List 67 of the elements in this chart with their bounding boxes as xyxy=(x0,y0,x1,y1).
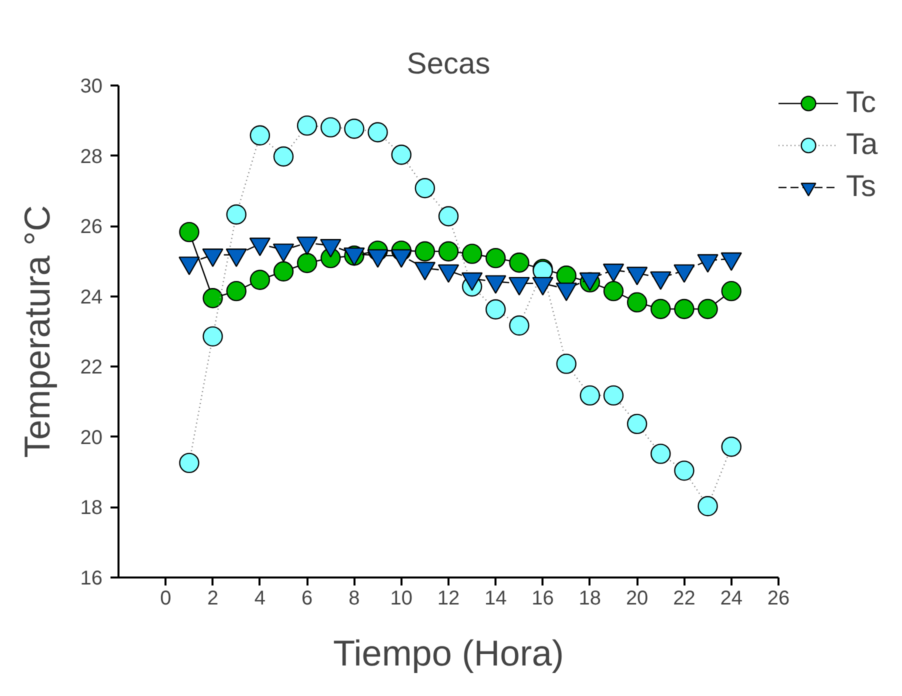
x-tick-label: 8 xyxy=(348,588,360,610)
y-tick-label: 16 xyxy=(80,568,103,590)
point xyxy=(674,298,694,320)
point xyxy=(179,452,200,474)
point xyxy=(438,206,459,226)
x-tick-label: 22 xyxy=(673,588,696,610)
point xyxy=(391,144,412,165)
x-tick-label: 10 xyxy=(390,588,412,610)
x-tick-label: 0 xyxy=(160,588,172,610)
x-tick-label: 26 xyxy=(767,588,790,610)
point xyxy=(486,299,506,320)
point xyxy=(603,281,624,302)
point xyxy=(202,288,223,308)
point xyxy=(273,146,294,167)
legend-label: Ts xyxy=(846,170,876,204)
point xyxy=(650,298,671,320)
point xyxy=(509,252,530,273)
point xyxy=(509,315,530,336)
x-tick-label: 20 xyxy=(626,588,648,610)
legend-label: Tc xyxy=(846,86,876,120)
point xyxy=(626,414,648,434)
point xyxy=(698,298,718,320)
point xyxy=(414,241,436,262)
x-tick-label: 18 xyxy=(578,588,602,610)
point xyxy=(603,385,624,406)
point xyxy=(674,460,694,481)
y-tick-label: 28 xyxy=(80,146,103,168)
point xyxy=(226,204,246,225)
chart-title: Secas xyxy=(406,48,490,80)
point xyxy=(320,117,341,138)
y-tick-label: 30 xyxy=(80,76,103,98)
point xyxy=(721,281,742,302)
y-tick-label: 26 xyxy=(80,216,103,238)
point xyxy=(556,354,576,374)
point xyxy=(273,261,294,282)
point xyxy=(344,118,364,139)
point xyxy=(226,281,246,302)
point xyxy=(698,496,718,516)
x-tick-label: 14 xyxy=(484,588,507,610)
point xyxy=(179,222,200,242)
x-tick-label: 4 xyxy=(254,588,266,610)
point xyxy=(368,122,388,142)
y-tick-label: 20 xyxy=(80,426,103,449)
point xyxy=(626,292,648,312)
x-tick-label: 2 xyxy=(207,588,218,610)
point xyxy=(250,125,270,146)
point xyxy=(202,326,223,346)
point xyxy=(296,115,318,136)
x-tick-label: 6 xyxy=(302,588,313,610)
point xyxy=(462,244,482,264)
y-tick-label: 18 xyxy=(80,497,103,520)
legend-label: Ta xyxy=(846,128,878,162)
point xyxy=(438,241,459,262)
point xyxy=(486,248,506,268)
x-tick-label: 24 xyxy=(720,588,742,610)
point xyxy=(250,270,270,290)
x-tick-label: 12 xyxy=(437,588,460,610)
point xyxy=(414,178,436,198)
point xyxy=(650,444,671,464)
y-tick-label: 24 xyxy=(80,286,103,308)
y-tick-label: 22 xyxy=(80,356,103,379)
x-axis-title: Tiempo (Hora) xyxy=(333,632,564,674)
y-axis-title: Temperatura °C xyxy=(16,205,58,458)
point xyxy=(721,436,742,457)
x-tick-label: 16 xyxy=(532,588,554,610)
point xyxy=(580,385,600,406)
point xyxy=(296,252,318,274)
